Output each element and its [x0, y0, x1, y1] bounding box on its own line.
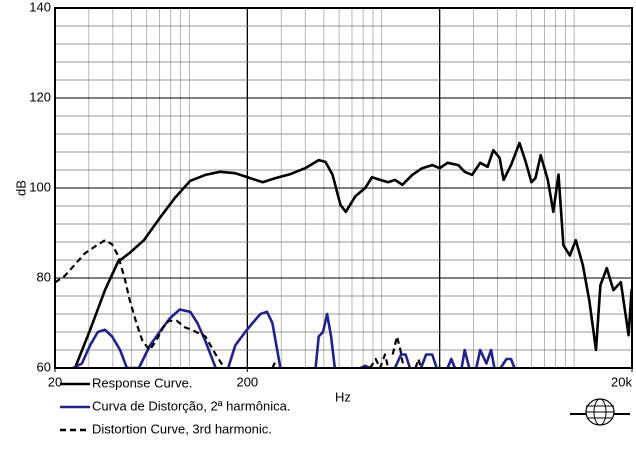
legend-label: Curva de Distorção, 2ª harmônica. [92, 398, 290, 413]
series-line [55, 239, 423, 368]
series-line [72, 308, 516, 368]
plot-frame [54, 7, 633, 369]
plot-lines [55, 141, 632, 368]
y-tick-label: 100 [29, 179, 51, 194]
grid [54, 7, 633, 372]
y-tick-label: 80 [37, 269, 51, 284]
legend: Response Curve. Curva de Distorção, 2ª ha… [60, 375, 290, 436]
x-tick-label: 20 [48, 374, 62, 389]
y-tick-label: 140 [29, 0, 51, 14]
legend-label: Response Curve. [92, 375, 192, 390]
logo [570, 398, 630, 426]
y-axis-label: dB [13, 180, 28, 196]
x-tick-label: 20k [611, 374, 632, 389]
series-line [73, 141, 632, 368]
y-tick-label: 60 [37, 359, 51, 374]
y-tick-label: 120 [29, 89, 51, 104]
x-tick-label: 200 [236, 374, 258, 389]
x-axis-label: Hz [335, 389, 351, 404]
legend-label: Distortion Curve, 3rd harmonic. [92, 421, 272, 436]
